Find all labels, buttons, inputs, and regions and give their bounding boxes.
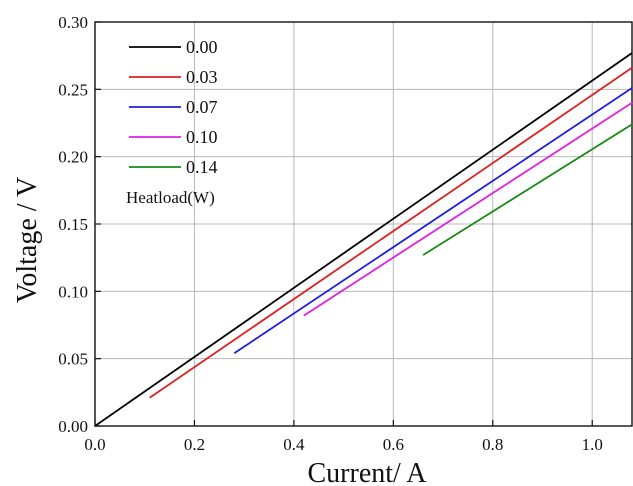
legend-title: Heatload(W) [126, 188, 215, 207]
x-axis-title: Current/ A [308, 458, 428, 486]
x-tick-label-2: 0.4 [283, 435, 305, 454]
x-tick-label-4: 0.8 [482, 435, 503, 454]
legend-label-0: 0.00 [186, 37, 218, 57]
x-tick-label-5: 1.0 [582, 435, 603, 454]
series-line-2 [233, 87, 633, 355]
series-line-0 [94, 52, 633, 427]
series-line-4 [422, 123, 633, 256]
y-tick-label-6: 0.30 [58, 13, 88, 32]
y-tick-label-5: 0.25 [58, 80, 88, 99]
tick-layer: 0.0 0.2 0.4 0.6 0.8 1.0 0.00 0.05 0.10 0.15 0.20 0.… [58, 13, 603, 454]
x-tick-label-1: 0.2 [184, 435, 205, 454]
series-line-3 [303, 102, 633, 317]
legend-label-4: 0.14 [186, 157, 218, 177]
grid-layer [95, 22, 632, 426]
legend-label-2: 0.07 [186, 97, 218, 117]
series-line-1 [149, 67, 633, 399]
legend-label-3: 0.10 [186, 127, 218, 147]
x-tick-label-0: 0.0 [84, 435, 105, 454]
y-tick-label-2: 0.10 [58, 282, 88, 301]
y-tick-label-0: 0.00 [58, 417, 88, 436]
series-layer [94, 52, 633, 427]
y-tick-label-1: 0.05 [58, 350, 88, 369]
legend-label-1: 0.03 [186, 67, 218, 87]
legend-layer: 0.00 0.03 0.07 0.10 0.14 Heatload(W) [126, 37, 218, 207]
y-tick-label-3: 0.15 [58, 215, 88, 234]
x-tick-label-3: 0.6 [383, 435, 404, 454]
y-axis-title: Voltage / V [12, 177, 43, 304]
y-tick-label-4: 0.20 [58, 148, 88, 167]
